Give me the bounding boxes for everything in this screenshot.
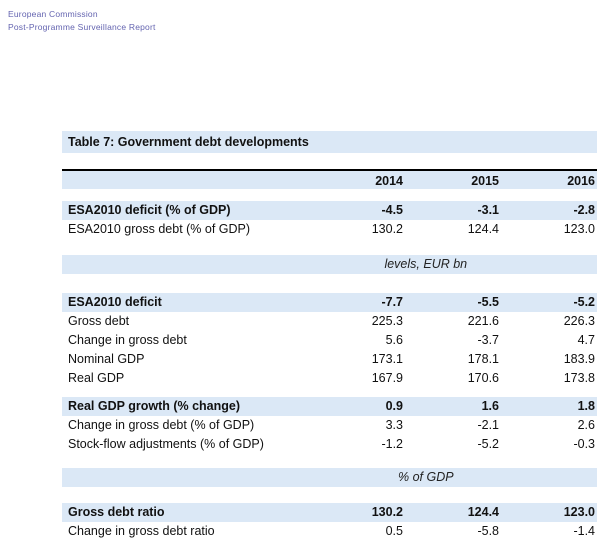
cell-2016: -1.4 [573, 524, 595, 538]
cell-2016: 4.7 [577, 333, 595, 347]
table-row-change-gross-debt-pct: Change in gross debt (% of GDP) 3.3 -2.1… [62, 416, 597, 435]
header-line-commission: European Commission [8, 9, 98, 19]
unit-label-pct-gdp: % of GDP [398, 470, 454, 484]
row-label: Change in gross debt [68, 333, 187, 347]
cell-2016: -0.3 [573, 437, 595, 451]
year-header-spacer [62, 171, 309, 191]
cell-2015: -5.5 [477, 295, 499, 309]
row-label: ESA2010 gross debt (% of GDP) [68, 222, 251, 236]
unit-label-levels: levels, EUR bn [384, 257, 468, 271]
unit-band-levels: levels, EUR bn [62, 255, 597, 274]
table-row-change-gross-debt: Change in gross debt 5.6 -3.7 4.7 [62, 331, 597, 350]
cell-2016: -2.8 [573, 203, 595, 217]
cell-2015: 1.6 [481, 399, 499, 413]
unit-band-pct-gdp: % of GDP [62, 468, 597, 487]
row-label: ESA2010 deficit (% of GDP) [68, 203, 231, 217]
cell-2015: 124.4 [467, 222, 499, 236]
year-2014: 2014 [375, 174, 403, 188]
cell-2014: 173.1 [371, 352, 403, 366]
row-label: Gross debt ratio [68, 505, 165, 519]
cell-2014: 130.2 [371, 505, 403, 519]
cell-2014: 3.3 [385, 418, 403, 432]
cell-2014: 225.3 [371, 314, 403, 328]
row-label: ESA2010 deficit [68, 295, 162, 309]
cell-2016: 226.3 [563, 314, 595, 328]
cell-2016: 123.0 [563, 505, 595, 519]
table-row-real-gdp-growth: Real GDP growth (% change) 0.9 1.6 1.8 [62, 397, 597, 416]
cell-2014: -7.7 [381, 295, 403, 309]
row-label: Change in gross debt ratio [68, 524, 215, 538]
cell-2014: 167.9 [371, 371, 403, 385]
table-row-esa2010-deficit: ESA2010 deficit -7.7 -5.5 -5.2 [62, 293, 597, 312]
header-line-report: Post-Programme Surveillance Report [8, 22, 156, 32]
year-2016: 2016 [567, 174, 595, 188]
cell-2015: 124.4 [467, 505, 499, 519]
cell-2016: 173.8 [563, 371, 595, 385]
table-row-esa2010-gross-debt-pct: ESA2010 gross debt (% of GDP) 130.2 124.… [62, 220, 597, 239]
cell-2015: 170.6 [467, 371, 499, 385]
year-2015: 2015 [471, 174, 499, 188]
cell-2014: 5.6 [385, 333, 403, 347]
table-row-nominal-gdp: Nominal GDP 173.1 178.1 183.9 [62, 350, 597, 369]
year-header-row: 2014 2015 2016 [62, 169, 597, 189]
table-row-change-gross-debt-ratio: Change in gross debt ratio 0.5 -5.8 -1.4 [62, 522, 597, 541]
cell-2015: -3.1 [477, 203, 499, 217]
row-label: Real GDP growth (% change) [68, 399, 241, 413]
cell-2015: -2.1 [477, 418, 499, 432]
cell-2015: 221.6 [467, 314, 499, 328]
cell-2014: -4.5 [381, 203, 403, 217]
cell-2014: 130.2 [371, 222, 403, 236]
row-label: Nominal GDP [68, 352, 145, 366]
page-header: European Commission Post-Programme Surve… [8, 8, 156, 34]
cell-2016: 183.9 [563, 352, 595, 366]
table-title: Table 7: Government debt developments [62, 131, 597, 153]
table-row-gross-debt-ratio: Gross debt ratio 130.2 124.4 123.0 [62, 503, 597, 522]
row-label: Change in gross debt (% of GDP) [68, 418, 255, 432]
cell-2014: 0.5 [385, 524, 403, 538]
table-row-real-gdp: Real GDP 167.9 170.6 173.8 [62, 369, 597, 388]
cell-2015: 178.1 [467, 352, 499, 366]
cell-2016: 123.0 [563, 222, 595, 236]
row-label: Gross debt [68, 314, 130, 328]
table-row-esa2010-deficit-pct: ESA2010 deficit (% of GDP) -4.5 -3.1 -2.… [62, 201, 597, 220]
table-row-gross-debt: Gross debt 225.3 221.6 226.3 [62, 312, 597, 331]
row-label: Real GDP [68, 371, 125, 385]
cell-2015: -5.8 [477, 524, 499, 538]
table-row-stock-flow-adjustments: Stock-flow adjustments (% of GDP) -1.2 -… [62, 435, 597, 454]
government-debt-table: Table 7: Government debt developments 20… [62, 131, 597, 541]
row-label: Stock-flow adjustments (% of GDP) [68, 437, 264, 451]
cell-2016: -5.2 [573, 295, 595, 309]
cell-2016: 1.8 [577, 399, 595, 413]
cell-2015: -5.2 [477, 437, 499, 451]
cell-2014: 0.9 [385, 399, 403, 413]
cell-2016: 2.6 [577, 418, 595, 432]
cell-2015: -3.7 [477, 333, 499, 347]
cell-2014: -1.2 [381, 437, 403, 451]
